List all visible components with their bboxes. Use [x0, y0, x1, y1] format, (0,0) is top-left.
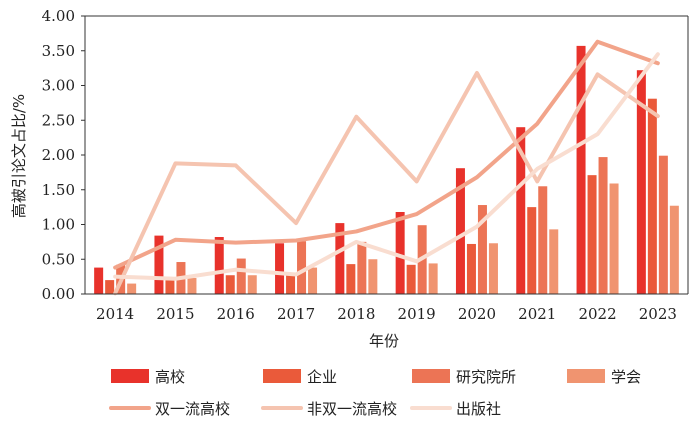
legend-label: 非双一流高校 — [307, 400, 397, 418]
x-tick-label: 2014 — [96, 305, 134, 323]
bar — [335, 223, 345, 294]
legend-label: 出版社 — [456, 400, 501, 418]
x-tick-label: 2015 — [156, 305, 194, 323]
bar — [598, 157, 608, 294]
y-axis-title: 高被引论文占比/% — [10, 94, 28, 218]
bar — [549, 229, 559, 294]
axes: 0.00 0.50 1.00 1.50 2.00 2.50 3.00 3.50 4.00 2014… — [42, 7, 689, 323]
series-line — [113, 70, 660, 296]
bar — [127, 283, 137, 294]
bar — [94, 267, 104, 294]
bar — [225, 275, 235, 294]
series-line — [113, 52, 660, 281]
bar — [368, 259, 378, 294]
bar — [576, 45, 586, 295]
x-axis-title: 年份 — [369, 332, 399, 350]
y-tick-label: 0.50 — [42, 250, 75, 268]
y-tick-label: 3.00 — [42, 77, 75, 95]
x-tick-label: 2018 — [337, 305, 375, 323]
bar — [357, 241, 367, 294]
bar — [466, 243, 476, 294]
legend-label: 学会 — [611, 368, 641, 386]
legend-label: 研究院所 — [456, 368, 516, 386]
bar — [214, 237, 224, 294]
bar — [477, 205, 487, 294]
bar — [236, 258, 246, 294]
bar — [247, 275, 257, 294]
bar — [647, 98, 657, 294]
bar — [406, 264, 416, 294]
bar — [609, 183, 619, 294]
y-tick-label: 0.00 — [42, 285, 75, 303]
y-tick-label: 1.50 — [42, 181, 75, 199]
bar — [527, 207, 537, 294]
x-tick-label: 2016 — [217, 305, 255, 323]
bar — [154, 235, 164, 294]
bar — [658, 155, 668, 294]
x-tick-label: 2019 — [398, 305, 436, 323]
x-tick-label: 2021 — [518, 305, 556, 323]
bar — [587, 175, 597, 294]
y-tick-label: 1.00 — [42, 216, 75, 234]
legend-swatch — [263, 369, 301, 383]
bar — [538, 186, 548, 294]
legend-label: 企业 — [307, 368, 337, 386]
bar — [636, 70, 646, 295]
series-line — [113, 39, 660, 270]
bar — [395, 211, 405, 294]
x-tick-label: 2017 — [277, 305, 315, 323]
legend-label: 高校 — [155, 368, 185, 386]
y-tick-label: 2.50 — [42, 111, 75, 129]
bar — [297, 241, 307, 294]
bar — [308, 267, 318, 294]
y-tick-label: 3.50 — [42, 42, 75, 60]
bar — [346, 264, 356, 294]
legend-label: 双一流高校 — [155, 400, 230, 418]
bar — [428, 263, 438, 294]
x-tick-label: 2020 — [458, 305, 496, 323]
legend-swatch — [567, 369, 605, 383]
bar — [669, 205, 679, 294]
x-tick-label: 2022 — [578, 305, 616, 323]
y-tick-label: 2.00 — [42, 146, 75, 164]
y-tick-label: 4.00 — [42, 7, 75, 25]
legend-swatch — [111, 369, 149, 383]
bar — [187, 278, 197, 294]
legend-swatch — [412, 369, 450, 383]
bar — [286, 273, 296, 294]
bar — [516, 127, 526, 294]
bar — [488, 243, 498, 294]
bar — [455, 168, 465, 294]
bar — [165, 280, 175, 294]
x-tick-label: 2023 — [639, 305, 677, 323]
bar — [105, 280, 115, 294]
plot-area — [94, 39, 679, 296]
bar — [275, 243, 285, 294]
